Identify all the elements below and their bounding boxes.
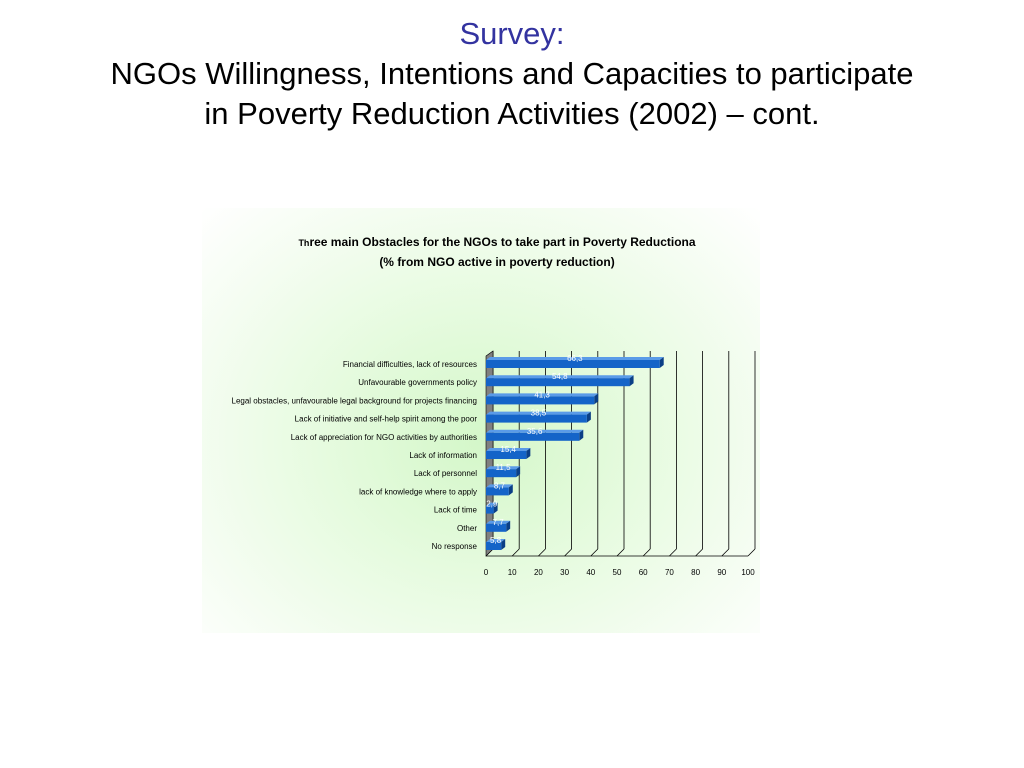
bar xyxy=(486,505,494,514)
grid-depth-line xyxy=(590,548,599,557)
x-tick-label: 30 xyxy=(560,568,569,577)
bar xyxy=(486,542,502,550)
bar-side-face xyxy=(493,502,498,514)
category-label: Lack of personnel xyxy=(414,469,477,478)
bar-side-face xyxy=(629,375,634,387)
bar-group xyxy=(486,393,599,405)
bar-side-face xyxy=(579,429,584,441)
x-tick-label: 0 xyxy=(484,568,489,577)
bar-value-label: 38,5 xyxy=(531,409,547,418)
bar-value-label: 5,8 xyxy=(490,536,502,545)
bar-group xyxy=(486,502,498,514)
bar xyxy=(486,451,527,459)
category-label: Financial difficulties, lack of resource… xyxy=(343,360,477,369)
grid-depth-line xyxy=(642,548,651,557)
bar-value-label: 35,6 xyxy=(527,427,543,436)
category-label: Other xyxy=(457,524,477,533)
bar xyxy=(486,432,580,441)
x-tick-label: 50 xyxy=(613,568,622,577)
bar-group xyxy=(486,429,584,441)
bar xyxy=(486,414,587,423)
bar-group xyxy=(486,357,664,368)
bar-side-face xyxy=(526,448,531,459)
bar-side-face xyxy=(659,357,664,368)
bar-value-label: 66,3 xyxy=(567,354,583,363)
bar-value-label: 11,5 xyxy=(496,463,512,472)
x-tick-label: 20 xyxy=(534,568,543,577)
chart-background-panel xyxy=(202,208,760,633)
grid-depth-line xyxy=(721,548,730,557)
bar xyxy=(486,487,509,496)
bar-top-face xyxy=(486,484,513,488)
grid-depth-line xyxy=(616,548,625,557)
grid-depth-line xyxy=(564,548,572,557)
category-label: Lack of time xyxy=(434,506,478,515)
chart-title-rest: ree main Obstacles for the NGOs to take … xyxy=(309,235,696,249)
bar-top-face xyxy=(486,429,584,433)
x-tick-label: 80 xyxy=(691,568,700,577)
bar-value-label: 8,7 xyxy=(494,481,506,490)
x-tick-label: 90 xyxy=(717,568,726,577)
slide-title-line-3: in Poverty Reduction Activities (2002) –… xyxy=(204,96,820,131)
category-label: Lack of appreciation for NGO activities … xyxy=(291,433,477,442)
grid-depth-line xyxy=(511,548,520,557)
bar-group xyxy=(486,520,511,532)
grid-depth-line xyxy=(695,548,703,557)
bar-group xyxy=(486,411,591,423)
bar-side-face xyxy=(506,520,511,532)
bar-value-label: 54,8 xyxy=(552,372,568,381)
bar-top-face xyxy=(486,411,591,415)
x-tick-label: 70 xyxy=(665,568,674,577)
x-tick-label: 10 xyxy=(508,568,517,577)
bar-top-face xyxy=(486,448,531,451)
chart-subtitle: (% from NGO active in poverty reduction) xyxy=(379,255,615,269)
category-label: Legal obstacles, unfavourable legal back… xyxy=(232,396,478,405)
bar-top-face xyxy=(486,375,634,379)
bar-group xyxy=(486,448,531,459)
bar xyxy=(486,469,517,478)
bar-group xyxy=(486,484,513,496)
grid-depth-line xyxy=(747,548,756,557)
chart-title-prefix: Th xyxy=(298,238,310,248)
category-label: Lack of initiative and self-help spirit … xyxy=(295,415,478,424)
bar-side-face xyxy=(594,393,599,405)
bar-side-face xyxy=(508,484,513,496)
bar-value-label: 2,9 xyxy=(486,500,498,509)
bar-value-label: 15,4 xyxy=(500,445,516,454)
bar-group xyxy=(486,539,506,550)
slide-title-line-2: NGOs Willingness, Intentions and Capacit… xyxy=(110,56,914,91)
bar-value-label: 7,7 xyxy=(493,518,505,527)
chart-title: Three main Obstacles for the NGOs to tak… xyxy=(202,233,792,272)
bar-side-face xyxy=(516,466,521,478)
bar xyxy=(486,396,595,405)
bar-top-face xyxy=(486,393,599,397)
category-label: Unfavourable governments policy xyxy=(358,378,477,387)
bar-value-label: 41,3 xyxy=(534,390,550,399)
bar-group xyxy=(486,375,634,387)
chart-title-main: Three main Obstacles for the NGOs to tak… xyxy=(202,233,792,253)
bar-side-face xyxy=(501,539,506,550)
x-tick-label: 40 xyxy=(586,568,595,577)
bar-side-face xyxy=(586,411,591,423)
slide-title: Survey: NGOs Willingness, Intentions and… xyxy=(0,14,1024,134)
grid-depth-line xyxy=(669,548,677,557)
category-label: lack of knowledge where to apply xyxy=(359,487,477,496)
bar-top-face xyxy=(486,539,506,542)
bar-top-face xyxy=(486,466,521,470)
bar-group xyxy=(486,466,521,478)
bar xyxy=(486,378,630,387)
category-label: No response xyxy=(432,542,478,551)
bar xyxy=(486,523,507,532)
bar xyxy=(486,360,660,368)
x-tick-label: 100 xyxy=(741,568,755,577)
x-tick-label: 60 xyxy=(639,568,648,577)
bar-top-face xyxy=(486,357,664,360)
grid-depth-line xyxy=(538,548,546,557)
slide-title-line-1: Survey: xyxy=(459,16,565,51)
bar-top-face xyxy=(486,520,511,524)
bar-top-face xyxy=(486,502,498,506)
category-label: Lack of information xyxy=(409,451,477,460)
